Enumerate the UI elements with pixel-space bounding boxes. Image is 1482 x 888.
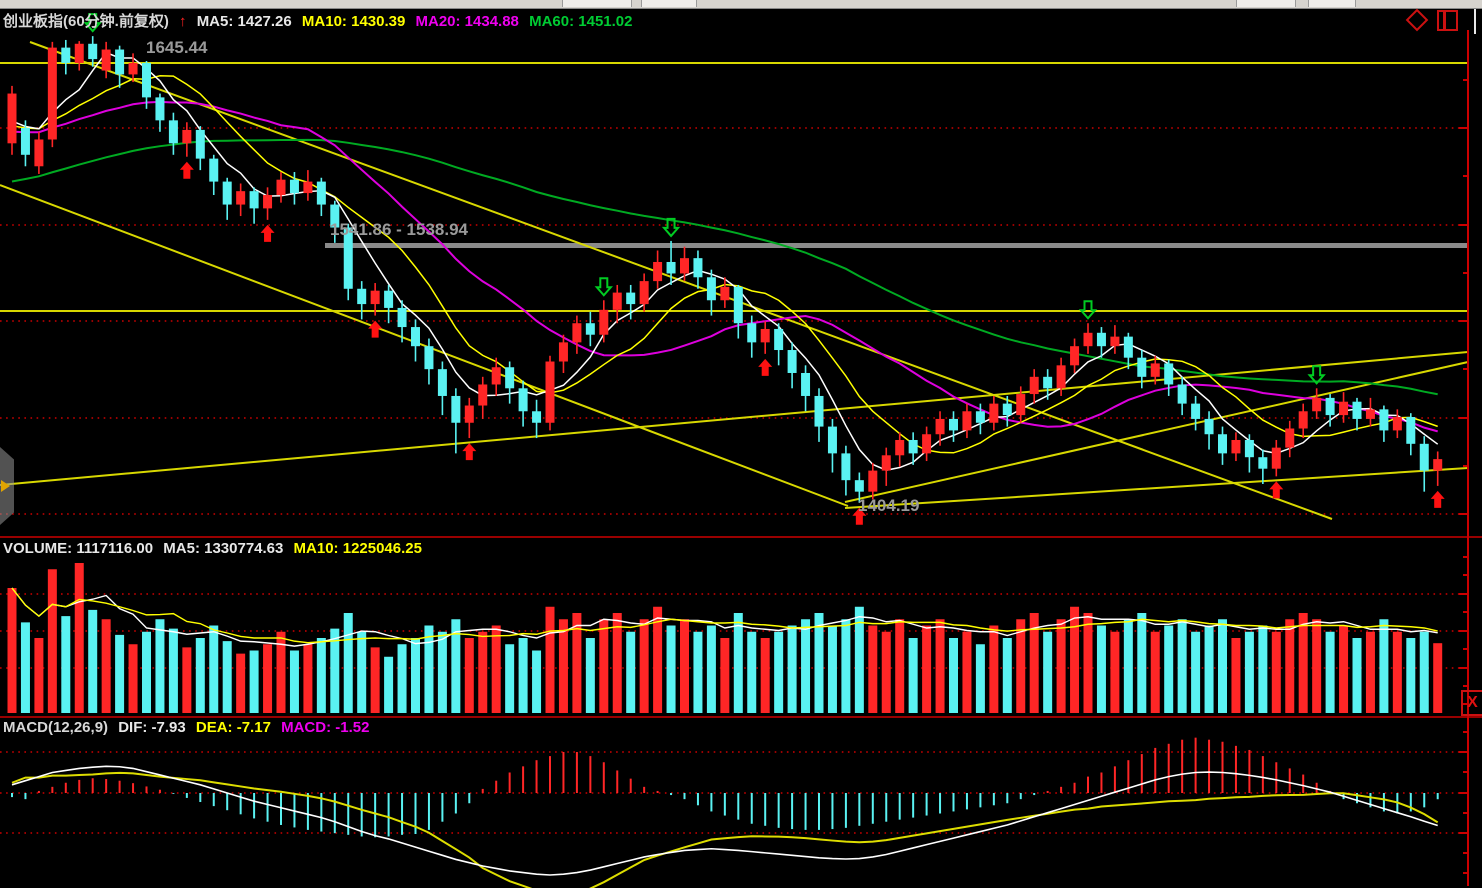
window-pane-divider <box>1443 12 1446 29</box>
toolbar-slideout-handle[interactable] <box>0 447 14 525</box>
ma5-value[interactable]: MA5: 1427.26 <box>196 13 292 30</box>
up-arrow-icon: ↑ <box>179 13 187 30</box>
ma20-value[interactable]: MA20: 1434.88 <box>415 13 519 30</box>
volume-panel-header: VOLUME: 1117116.00 MA5: 1330774.63 MA10:… <box>3 540 428 557</box>
macd-value: MACD: -1.52 <box>281 719 370 736</box>
macd-indicator-name[interactable]: MACD(12,26,9) <box>3 719 109 736</box>
separators-layer <box>0 536 1482 718</box>
chrome-segment[interactable] <box>641 0 697 7</box>
macd-layer <box>11 737 1439 888</box>
macd-panel-header: MACD(12,26,9) DIF: -7.93 DEA: -7.17 MACD… <box>3 719 375 736</box>
volume-ma10-value: MA10: 1225046.25 <box>293 540 422 557</box>
chrome-segment[interactable] <box>1236 0 1296 7</box>
volume-value: VOLUME: 1117116.00 <box>3 540 154 557</box>
price-axis-layer <box>1459 30 1469 886</box>
volume-ma5-value: MA5: 1330774.63 <box>163 540 284 557</box>
scrollbar-tick <box>1474 9 1476 34</box>
volume-bars-layer <box>7 563 1443 713</box>
peak-price-label: 1645.44 <box>146 38 208 57</box>
main-chart-header: 创业板指(60分钟.前复权) ↑ MA5: 1427.26 MA10: 1430… <box>3 10 638 31</box>
signal-arrows-layer <box>83 13 1445 525</box>
expand-arrow-icon <box>1 480 10 492</box>
dif-value: DIF: -7.93 <box>118 719 186 736</box>
window-chrome-strip <box>0 0 1482 9</box>
instrument-title: 创业板指(60分钟.前复权) <box>3 13 169 30</box>
moving-averages-layer <box>11 51 1439 472</box>
gap-bar-layer <box>325 243 1468 248</box>
chrome-segment[interactable] <box>562 0 632 7</box>
gap-range-label: 1541.86 - 1538.94 <box>330 220 469 239</box>
close-indicator-button[interactable]: X <box>1461 690 1482 716</box>
low-price-label: 1404.19 <box>858 496 920 515</box>
ma10-value[interactable]: MA10: 1430.39 <box>301 13 406 30</box>
ma60-value[interactable]: MA60: 1451.02 <box>529 13 633 30</box>
volume-ma-layer <box>11 587 1438 647</box>
dea-value: DEA: -7.17 <box>195 719 271 736</box>
split-window-icon[interactable] <box>1437 10 1458 31</box>
chrome-segment[interactable] <box>1308 0 1356 7</box>
candles-layer <box>7 36 1443 503</box>
